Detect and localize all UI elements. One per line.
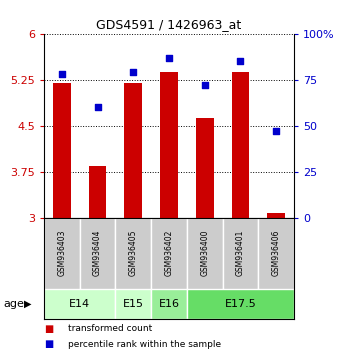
Point: [238, 58, 243, 64]
Text: GSM936402: GSM936402: [165, 230, 173, 276]
Bar: [160, 72, 178, 218]
Point: [166, 55, 172, 61]
Text: age: age: [3, 298, 24, 309]
Text: ▶: ▶: [24, 298, 31, 309]
Text: E16: E16: [159, 298, 179, 309]
Text: percentile rank within the sample: percentile rank within the sample: [68, 339, 221, 349]
Bar: [187, 289, 294, 319]
Text: GSM936401: GSM936401: [236, 230, 245, 276]
Bar: [44, 289, 115, 319]
Point: [273, 129, 279, 134]
Bar: [223, 218, 258, 289]
Text: ■: ■: [44, 324, 53, 333]
Text: E17.5: E17.5: [224, 298, 256, 309]
Bar: [80, 218, 115, 289]
Bar: [44, 218, 80, 289]
Text: ■: ■: [44, 339, 53, 349]
Text: GSM936403: GSM936403: [57, 230, 66, 276]
Bar: [196, 118, 214, 218]
Point: [59, 71, 65, 77]
Text: GSM936400: GSM936400: [200, 230, 209, 276]
Title: GDS4591 / 1426963_at: GDS4591 / 1426963_at: [96, 18, 242, 31]
Bar: [89, 166, 106, 218]
Bar: [53, 83, 71, 218]
Bar: [267, 213, 285, 218]
Point: [95, 104, 100, 110]
Text: E15: E15: [123, 298, 144, 309]
Point: [202, 82, 208, 88]
Bar: [151, 289, 187, 319]
Bar: [124, 83, 142, 218]
Text: GSM936405: GSM936405: [129, 230, 138, 276]
Bar: [187, 218, 223, 289]
Bar: [258, 218, 294, 289]
Bar: [115, 289, 151, 319]
Bar: [232, 72, 249, 218]
Point: [130, 69, 136, 75]
Text: E14: E14: [69, 298, 90, 309]
Bar: [115, 218, 151, 289]
Text: transformed count: transformed count: [68, 324, 152, 333]
Bar: [151, 218, 187, 289]
Text: GSM936404: GSM936404: [93, 230, 102, 276]
Text: GSM936406: GSM936406: [272, 230, 281, 276]
